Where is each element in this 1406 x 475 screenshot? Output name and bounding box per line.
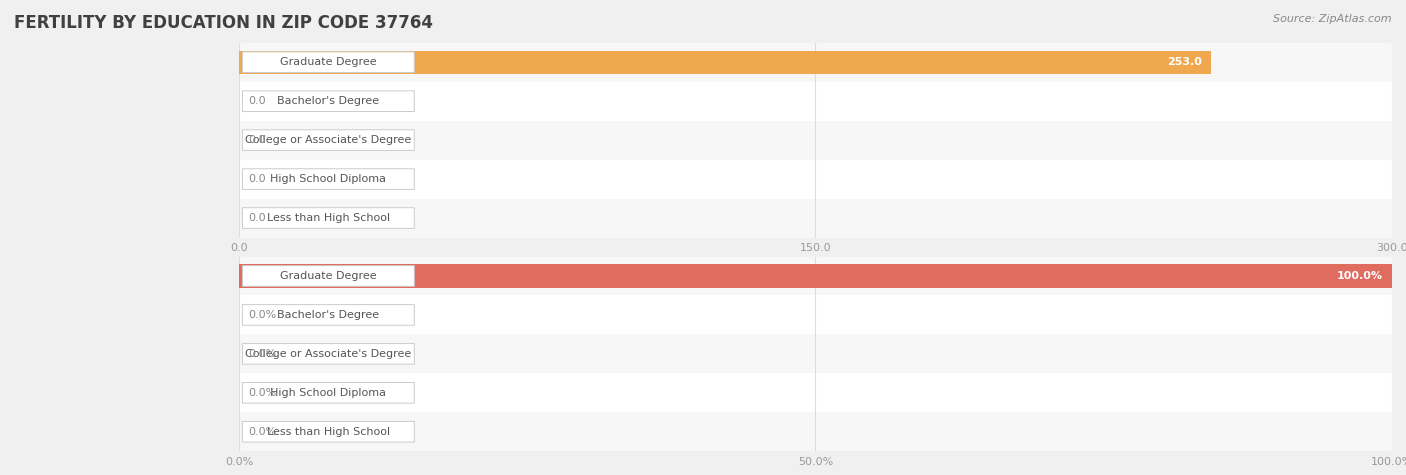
Text: FERTILITY BY EDUCATION IN ZIP CODE 37764: FERTILITY BY EDUCATION IN ZIP CODE 37764 bbox=[14, 14, 433, 32]
FancyBboxPatch shape bbox=[242, 421, 415, 442]
Text: 0.0: 0.0 bbox=[249, 96, 266, 106]
Bar bbox=[239, 373, 1392, 412]
Text: Less than High School: Less than High School bbox=[267, 427, 389, 437]
Text: 100.0%: 100.0% bbox=[1337, 271, 1382, 281]
Text: Graduate Degree: Graduate Degree bbox=[280, 57, 377, 67]
Bar bbox=[239, 121, 1392, 160]
Bar bbox=[239, 43, 1392, 82]
Text: Graduate Degree: Graduate Degree bbox=[280, 271, 377, 281]
Bar bbox=[239, 160, 1392, 199]
Bar bbox=[239, 50, 1212, 74]
FancyBboxPatch shape bbox=[242, 266, 415, 286]
FancyBboxPatch shape bbox=[242, 382, 415, 403]
Text: 0.0%: 0.0% bbox=[249, 349, 277, 359]
Text: High School Diploma: High School Diploma bbox=[270, 388, 387, 398]
FancyBboxPatch shape bbox=[242, 130, 415, 151]
Bar bbox=[239, 264, 1392, 288]
Bar bbox=[239, 199, 1392, 238]
Text: College or Associate's Degree: College or Associate's Degree bbox=[245, 135, 412, 145]
FancyBboxPatch shape bbox=[242, 169, 415, 190]
Text: 0.0%: 0.0% bbox=[249, 388, 277, 398]
FancyBboxPatch shape bbox=[242, 343, 415, 364]
Text: 0.0%: 0.0% bbox=[249, 310, 277, 320]
Text: 0.0: 0.0 bbox=[249, 174, 266, 184]
FancyBboxPatch shape bbox=[242, 91, 415, 112]
Text: 0.0%: 0.0% bbox=[249, 427, 277, 437]
Text: Less than High School: Less than High School bbox=[267, 213, 389, 223]
Text: 0.0: 0.0 bbox=[249, 135, 266, 145]
Text: 0.0: 0.0 bbox=[249, 213, 266, 223]
Text: Bachelor's Degree: Bachelor's Degree bbox=[277, 96, 380, 106]
Bar bbox=[239, 295, 1392, 334]
Bar bbox=[239, 334, 1392, 373]
Text: High School Diploma: High School Diploma bbox=[270, 174, 387, 184]
Bar bbox=[239, 412, 1392, 451]
Text: College or Associate's Degree: College or Associate's Degree bbox=[245, 349, 412, 359]
FancyBboxPatch shape bbox=[242, 208, 415, 228]
Text: 253.0: 253.0 bbox=[1167, 57, 1202, 67]
Text: Source: ZipAtlas.com: Source: ZipAtlas.com bbox=[1274, 14, 1392, 24]
Bar bbox=[239, 82, 1392, 121]
Text: Bachelor's Degree: Bachelor's Degree bbox=[277, 310, 380, 320]
FancyBboxPatch shape bbox=[242, 304, 415, 325]
FancyBboxPatch shape bbox=[242, 52, 415, 73]
Bar bbox=[239, 256, 1392, 295]
